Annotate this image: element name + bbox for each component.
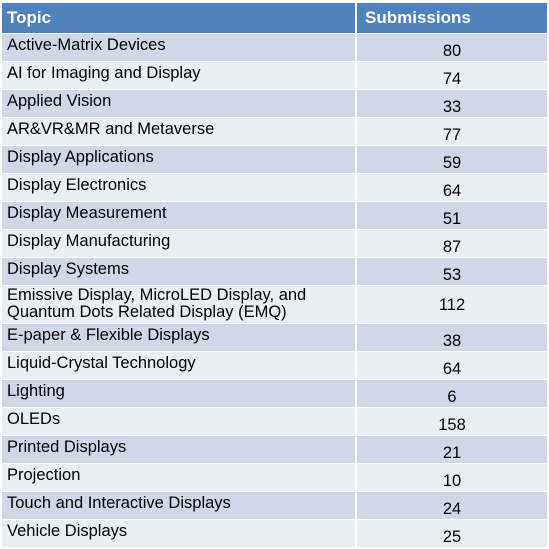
submissions-cell: 87: [442, 238, 462, 256]
submissions-cell: 25: [442, 528, 462, 546]
topic-cell: Liquid-Crystal Technology: [2, 352, 357, 379]
column-header-topic: Topic: [2, 3, 357, 33]
submissions-cell: 10: [442, 472, 462, 490]
topic-cell: Vehicle Displays: [2, 520, 357, 547]
table-row: Active-Matrix Devices 80: [2, 34, 547, 62]
column-header-submissions: Submissions: [365, 8, 471, 27]
table-row: AI for Imaging and Display 74: [2, 62, 547, 90]
topic-cell: AI for Imaging and Display: [2, 62, 357, 89]
topic-cell: Display Manufacturing: [2, 230, 357, 257]
submissions-cell: 64: [442, 182, 462, 200]
table-row: E-paper & Flexible Displays 38: [2, 324, 547, 352]
table-row: Applied Vision 33: [2, 90, 547, 118]
submissions-cell: 38: [442, 332, 462, 350]
table-row: Display Applications 59: [2, 146, 547, 174]
submissions-cell: 64: [442, 360, 462, 378]
submissions-cell: 80: [442, 42, 462, 60]
submissions-cell: 74: [442, 70, 462, 88]
submissions-cell: 24: [442, 500, 462, 518]
topic-cell: Display Electronics: [2, 174, 357, 201]
table-row: Printed Displays 21: [2, 436, 547, 464]
submissions-cell: 158: [438, 416, 466, 434]
topic-cell: Touch and Interactive Displays: [2, 492, 357, 519]
table-row: Display Measurement 51: [2, 202, 547, 230]
topic-cell: Display Measurement: [2, 202, 357, 229]
submissions-cell: 51: [442, 210, 462, 228]
submissions-table: Topic Submissions Active-Matrix Devices 8…: [2, 3, 547, 548]
topic-cell: Display Applications: [2, 146, 357, 173]
table-row: Display Systems 53: [2, 258, 547, 286]
table-header-row: Topic Submissions: [2, 3, 547, 34]
topic-cell: Display Systems: [2, 258, 357, 285]
table-body: Active-Matrix Devices 80 AI for Imaging an…: [2, 34, 547, 548]
table-row: AR&VR&MR and Metaverse 77: [2, 118, 547, 146]
topic-cell: OLEDs: [2, 408, 357, 435]
submissions-cell: 112: [438, 296, 466, 314]
table-row: Touch and Interactive Displays 24: [2, 492, 547, 520]
submissions-cell: 53: [442, 266, 462, 284]
topic-cell: Applied Vision: [2, 90, 357, 117]
topic-cell: Emissive Display, MicroLED Display, and …: [2, 286, 357, 323]
table-row: Emissive Display, MicroLED Display, and …: [2, 286, 547, 324]
table-row: Display Manufacturing 87: [2, 230, 547, 258]
topic-cell: Printed Displays: [2, 436, 357, 463]
topic-cell: Projection: [2, 464, 357, 491]
topic-cell: Lighting: [2, 380, 357, 407]
table-row: Lighting 6: [2, 380, 547, 408]
table-row: Vehicle Displays 25: [2, 520, 547, 548]
table-row: Display Electronics 64: [2, 174, 547, 202]
submissions-cell: 6: [447, 388, 457, 406]
submissions-cell: 77: [442, 126, 462, 144]
table-row: Liquid-Crystal Technology 64: [2, 352, 547, 380]
submissions-cell: 21: [442, 444, 462, 462]
table-row: OLEDs 158: [2, 408, 547, 436]
topic-cell: E-paper & Flexible Displays: [2, 324, 357, 351]
submissions-cell: 59: [442, 154, 462, 172]
submissions-cell: 33: [442, 98, 462, 116]
topic-cell: AR&VR&MR and Metaverse: [2, 118, 357, 145]
topic-cell: Active-Matrix Devices: [2, 34, 357, 61]
table-row: Projection 10: [2, 464, 547, 492]
